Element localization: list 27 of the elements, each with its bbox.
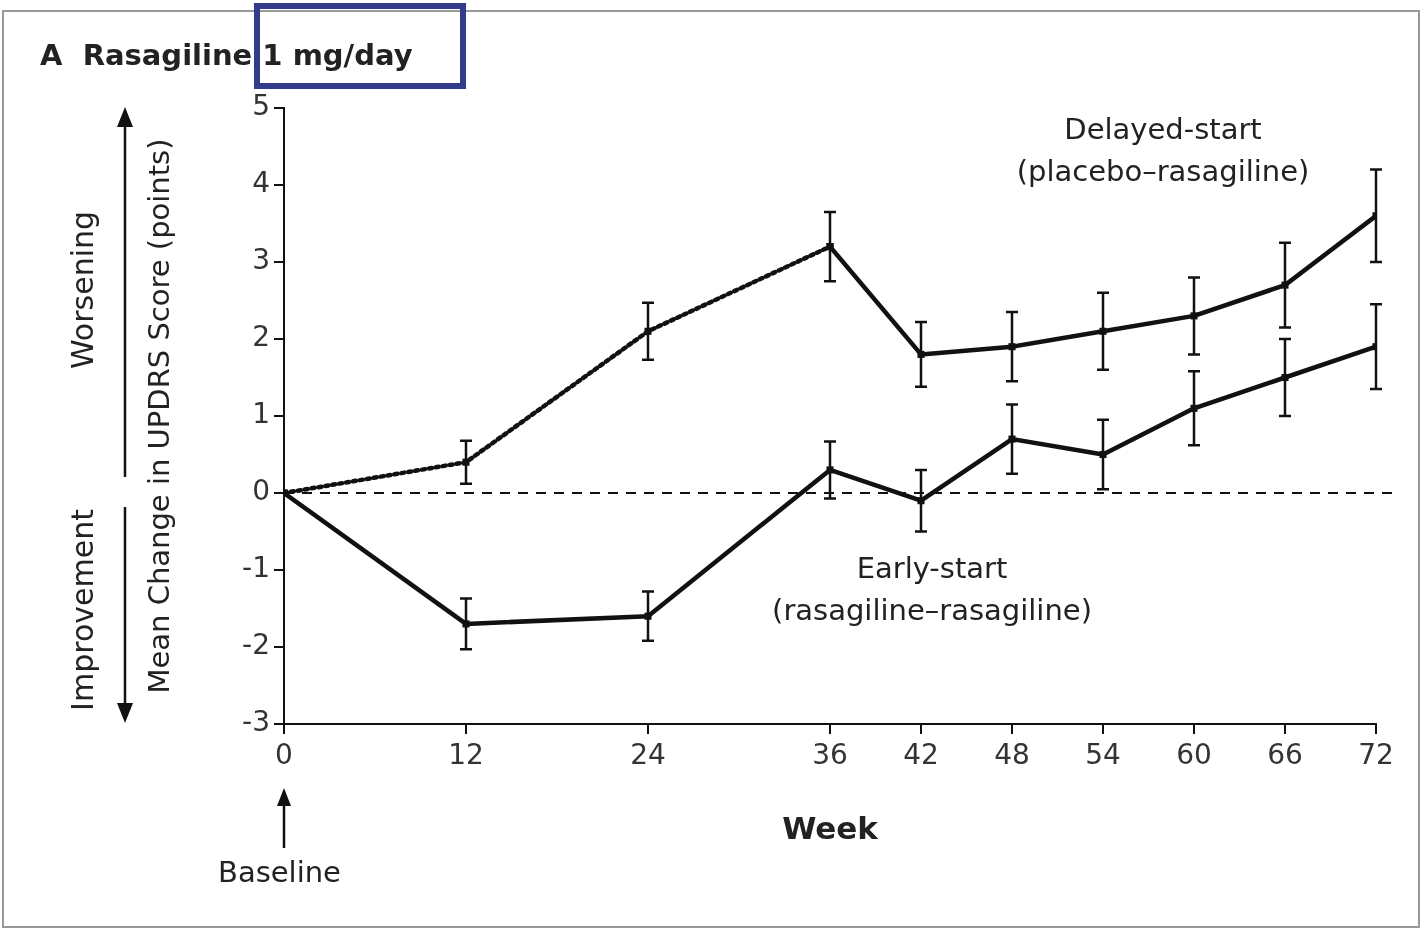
chart-title: A Rasagiline 1 mg/day: [40, 38, 413, 72]
text: Improvement: [65, 508, 101, 713]
x-tick-label: 12: [448, 738, 484, 772]
x-tick-label: 66: [1267, 738, 1303, 772]
x-tick-label: 36: [812, 738, 848, 772]
y-tick-label: -2: [242, 628, 270, 662]
y-tick-label: 1: [252, 397, 270, 431]
y-tick-label: 3: [252, 243, 270, 277]
text: Delayed-start (placebo–rasagiline): [1016, 111, 1310, 188]
text: Baseline: [218, 855, 341, 889]
series-label: Early-start (rasagiline–rasagiline): [772, 551, 1092, 627]
x-tick-label: 54: [1085, 738, 1121, 772]
x-tick-label: 24: [630, 738, 666, 772]
y-axis-title: Mean Change in UPDRS Score (points): [141, 138, 176, 694]
y-tick-label: -1: [242, 551, 270, 585]
y-tick-label: 5: [252, 89, 270, 123]
y-tick-label: 4: [252, 166, 270, 200]
x-tick-label: 42: [903, 738, 939, 772]
x-tick-label: 72: [1358, 738, 1394, 772]
y-tick-label: 2: [252, 320, 270, 354]
text: Worsening: [65, 209, 101, 372]
x-tick-label: 48: [994, 738, 1030, 772]
y-tick-label: -3: [242, 705, 270, 739]
x-tick-label: 0: [275, 738, 293, 772]
x-tick-label: 60: [1176, 738, 1212, 772]
x-axis-title: Week: [782, 810, 880, 847]
y-tick-label: 0: [252, 474, 270, 508]
